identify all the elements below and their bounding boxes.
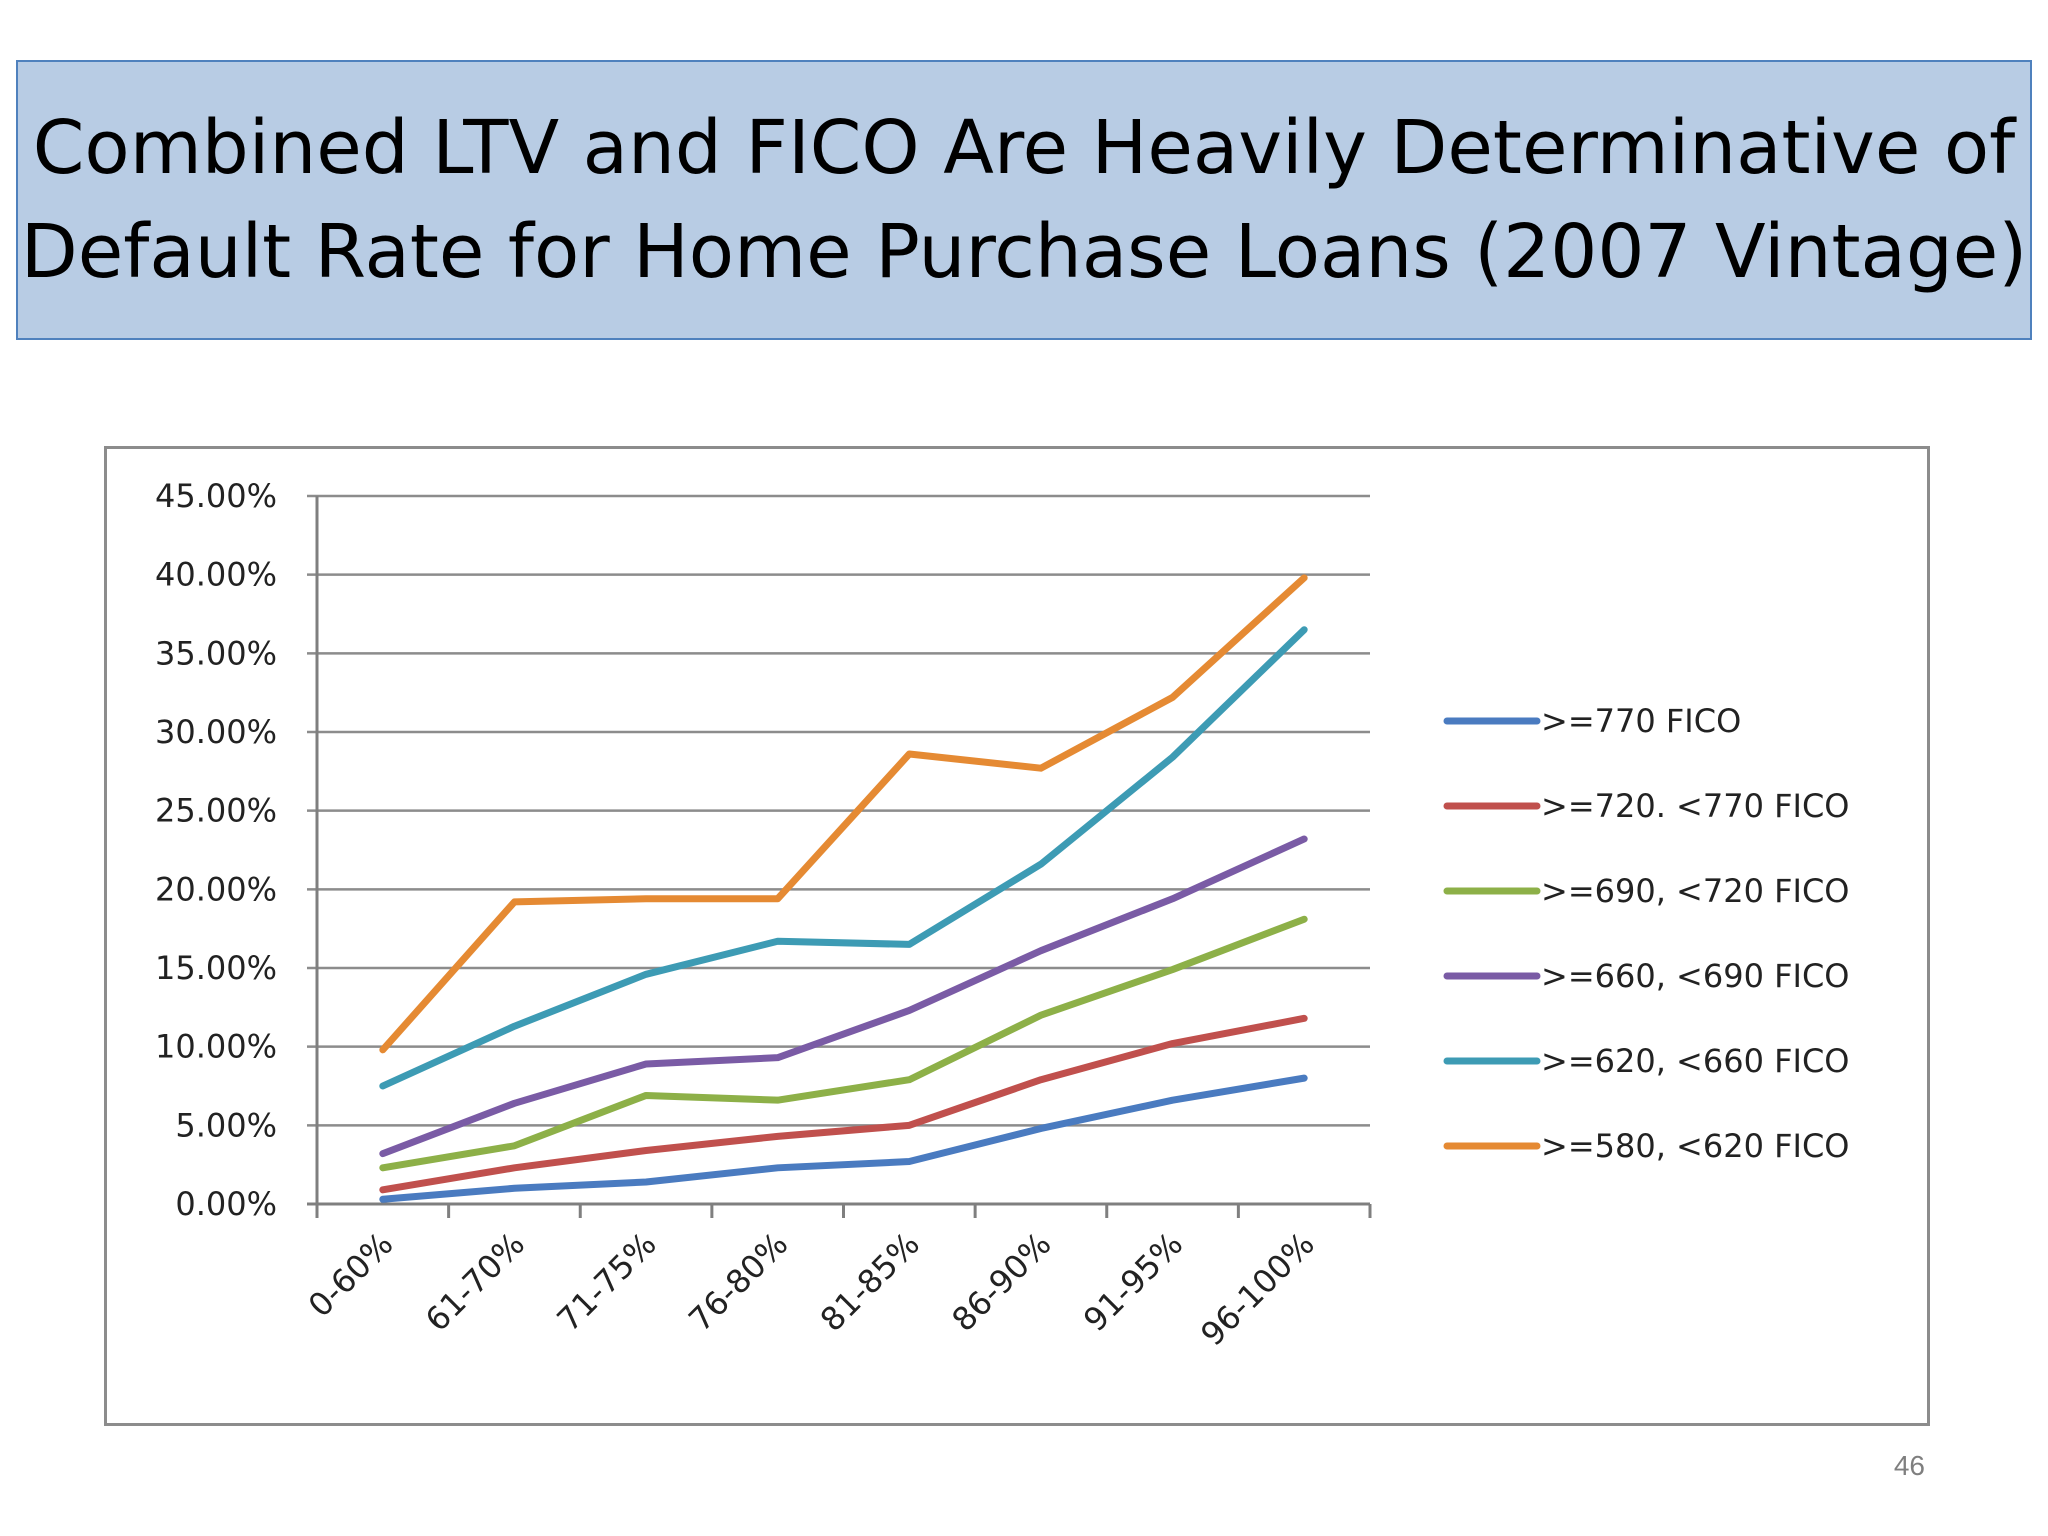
series-line-1 — [379, 1074, 1308, 1203]
x-tick-label: 0-60% — [301, 1225, 401, 1325]
slide-title-line-1: Combined LTV and FICO Are Heavily Determ… — [32, 105, 2016, 191]
series-line-4 — [379, 835, 1308, 1158]
y-tick-label: 5.00% — [175, 1106, 277, 1144]
legend-entry: >=620, <660 FICO — [1541, 1042, 1849, 1080]
series-line-5 — [379, 626, 1308, 1090]
chart-frame: 0.00% 5.00% 10.00% 15.00% 20.00% 25.00% 30.00%… — [104, 446, 1930, 1426]
y-tick-label: 15.00% — [155, 949, 277, 987]
legend-entry: >=660, <690 FICO — [1541, 957, 1849, 995]
page-number: 46 — [1893, 1450, 1925, 1481]
legend-entry: >=580, <620 FICO — [1541, 1127, 1849, 1165]
y-tick-label: 25.00% — [155, 792, 277, 830]
legend-entry: >=770 FICO — [1541, 702, 1741, 740]
series-line-2 — [379, 1014, 1308, 1194]
series-line-3 — [379, 915, 1308, 1172]
series-line-6 — [379, 574, 1308, 1054]
x-tick-label: 71-75% — [550, 1225, 664, 1339]
y-tick-label: 20.00% — [155, 870, 277, 908]
legend-entry: >=720. <770 FICO — [1541, 787, 1849, 825]
line-chart: 0.00% 5.00% 10.00% 15.00% 20.00% 25.00% 30.00%… — [155, 477, 1850, 1354]
x-tick-label: 91-95% — [1076, 1225, 1190, 1339]
y-tick-label: 40.00% — [155, 556, 277, 594]
x-tick-label: 81-85% — [813, 1225, 927, 1339]
x-tick-label: 76-80% — [681, 1225, 795, 1339]
slide-title-line-2: Default Rate for Home Purchase Loans (20… — [20, 209, 2028, 295]
y-tick-label: 30.00% — [155, 713, 277, 751]
y-tick-label: 10.00% — [155, 1028, 277, 1066]
legend-entry: >=690, <720 FICO — [1541, 872, 1849, 910]
y-tick-label: 35.00% — [155, 634, 277, 672]
slide-title-box: Combined LTV and FICO Are Heavily Determ… — [16, 60, 2032, 340]
x-tick-label: 86-90% — [944, 1225, 1058, 1339]
y-tick-label: 0.00% — [175, 1185, 277, 1223]
x-tick-label: 96-100% — [1193, 1225, 1322, 1354]
y-tick-label: 45.00% — [155, 477, 277, 515]
x-tick-label: 61-70% — [418, 1225, 532, 1339]
